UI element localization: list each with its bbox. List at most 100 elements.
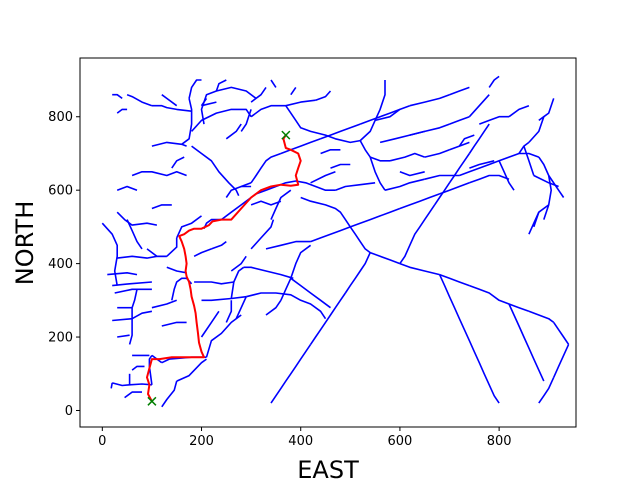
road-segment — [215, 79, 227, 92]
road-segment — [225, 123, 242, 140]
y-tick-label: 200 — [48, 331, 73, 346]
road-segment — [161, 380, 178, 408]
road-segment — [479, 115, 509, 125]
road-segment — [146, 248, 167, 258]
road-segment — [280, 138, 321, 155]
x-tick-label: 800 — [487, 434, 512, 449]
road-segment — [243, 266, 294, 280]
road-segment — [350, 207, 401, 228]
road-segment — [399, 193, 440, 210]
road-segment — [181, 98, 193, 145]
road-segment — [309, 292, 347, 345]
road-segment — [191, 145, 240, 197]
plot-area — [101, 75, 570, 408]
road-segment — [290, 244, 312, 279]
road-segment — [528, 310, 555, 324]
road-segment — [458, 134, 475, 147]
road-segment — [246, 292, 327, 320]
road-segment — [538, 98, 555, 122]
road-segment — [320, 123, 361, 140]
road-segment — [126, 219, 143, 250]
road-segment — [369, 156, 386, 191]
road-segment — [409, 93, 450, 107]
road-segment — [240, 182, 252, 188]
y-tick-label: 600 — [48, 184, 73, 199]
x-tick-label: 0 — [98, 434, 106, 449]
road-segment — [449, 115, 470, 125]
y-axis-ticks: 0 200 400 600 800 — [48, 110, 80, 419]
road-segment — [310, 226, 351, 243]
road-segment — [399, 262, 440, 276]
road-segment — [200, 97, 208, 107]
road-segment — [225, 300, 233, 323]
x-axis-label: EAST — [297, 456, 359, 480]
road-segment — [468, 123, 490, 154]
route-path-line — [146, 134, 302, 402]
x-tick-label: 600 — [388, 434, 413, 449]
road-segment — [101, 222, 118, 286]
road-segment — [131, 289, 138, 308]
road-segment — [200, 310, 220, 338]
road-segment — [359, 108, 401, 125]
road-segment — [290, 86, 297, 96]
road-segment — [201, 295, 247, 302]
road-segment — [548, 175, 565, 198]
road-segment — [438, 274, 500, 404]
road-segment — [161, 94, 178, 107]
road-segment — [166, 266, 187, 274]
road-segment — [300, 196, 371, 254]
road-segment — [128, 307, 133, 345]
road-segment — [498, 160, 515, 191]
axes-frame — [79, 57, 577, 428]
road-segment — [290, 277, 331, 309]
road-segment — [191, 108, 252, 132]
road-segment — [439, 273, 470, 287]
road-segment — [533, 174, 559, 188]
road-segment — [148, 354, 153, 385]
road-segment — [201, 101, 217, 107]
road-segment — [469, 160, 495, 169]
road-segment — [211, 240, 227, 250]
road-segment — [469, 284, 530, 313]
road-segment — [523, 145, 535, 176]
route-path-layer — [146, 134, 302, 402]
road-segment — [280, 277, 292, 301]
road-segment — [250, 86, 267, 103]
road-segment — [533, 211, 540, 228]
road-segment — [112, 93, 123, 100]
road-segment — [116, 211, 158, 226]
road-segment — [193, 248, 212, 258]
road-segment — [205, 314, 242, 358]
road-segment — [399, 204, 436, 265]
road-segment — [112, 310, 153, 322]
road-segment — [175, 215, 202, 239]
road-segment — [508, 303, 545, 382]
road-segment — [176, 358, 207, 382]
road-segment — [131, 171, 187, 177]
endpoint-markers-layer — [147, 130, 291, 406]
x-tick-label: 200 — [189, 434, 214, 449]
y-axis-label: NORTH — [11, 201, 39, 285]
road-segment — [409, 123, 450, 136]
road-segment — [250, 219, 275, 250]
road-segment — [107, 271, 138, 276]
road-segment — [315, 90, 332, 101]
road-network-layer — [101, 75, 570, 408]
road-segment — [538, 377, 555, 404]
road-segment — [117, 334, 130, 338]
road-segment — [488, 75, 500, 88]
road-segment — [359, 80, 386, 142]
road-segment — [250, 200, 282, 206]
road-segment — [389, 152, 425, 162]
road-segment — [369, 251, 401, 265]
road-segment — [240, 109, 252, 132]
road-segment — [439, 182, 470, 195]
road-segment — [270, 189, 292, 220]
road-segment — [374, 104, 411, 122]
road-segment — [116, 108, 128, 114]
road-segment — [285, 105, 361, 144]
y-tick-label: 800 — [48, 110, 73, 125]
road-segment — [188, 79, 202, 99]
